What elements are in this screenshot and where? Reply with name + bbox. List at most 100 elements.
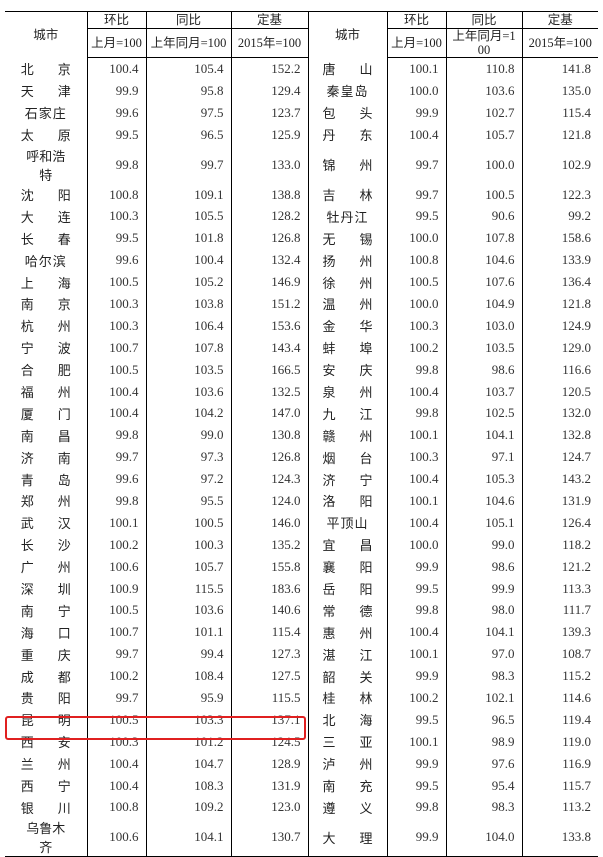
left-base-value: 146.0 (230, 511, 308, 534)
left-mom-value: 100.7 (86, 336, 146, 359)
right-base-value: 111.7 (521, 599, 598, 622)
right-base-value: 121.8 (521, 293, 598, 315)
city-name: 石家庄 (24, 107, 67, 123)
city-name: 金华 (322, 320, 373, 336)
table-row: 哈尔滨 99.6 100.4 132.4 扬州 100.8 104.6 133.9 (5, 249, 598, 272)
right-base-value: 113.2 (521, 796, 598, 819)
right-yoy-value: 96.5 (445, 708, 522, 731)
left-mom-value: 100.5 (86, 358, 146, 381)
city-name: 襄阳 (322, 561, 373, 577)
right-mom-value: 99.5 (386, 577, 446, 600)
left-base-value: 140.6 (230, 599, 308, 622)
city-cell: 合肥 (5, 359, 87, 381)
table-row: 重庆 99.7 99.4 127.3 湛江 100.1 97.0 108.7 (5, 643, 598, 666)
city-name: 洛阳 (322, 495, 373, 511)
right-mom-value: 99.7 (386, 183, 446, 206)
city-cell: 温州 (307, 293, 387, 315)
city-cell: 西宁 (5, 775, 87, 797)
table-row: 沈阳 100.8 109.1 138.8 吉林 99.7 100.5 122.3 (5, 183, 598, 206)
left-base-value: 153.6 (230, 314, 308, 337)
left-yoy-value: 105.5 (145, 205, 231, 228)
right-yoy-value: 105.7 (445, 123, 522, 146)
right-yoy-value: 104.1 (445, 424, 522, 447)
table-row: 南京 100.3 103.8 151.2 温州 100.0 104.9 121.8 (5, 293, 598, 315)
right-base-value: 115.7 (521, 774, 598, 797)
city-name: 兰州 (20, 758, 71, 774)
city-cell: 海口 (5, 621, 87, 643)
city-cell: 南充 (307, 774, 387, 797)
price-index-table: 城市 环比 同比 定基 城市 环比 同比 定基 上月=100 上年同月=100 … (5, 11, 598, 857)
left-yoy-value: 104.7 (145, 752, 231, 775)
left-yoy-value: 115.5 (145, 577, 231, 600)
right-yoy-value: 102.7 (445, 101, 522, 124)
right-yoy-value: 97.6 (445, 752, 522, 775)
right-base-value: 113.3 (521, 577, 598, 600)
city-cell: 成都 (5, 665, 87, 687)
left-yoy-value: 100.5 (145, 511, 231, 534)
right-base-value: 132.0 (521, 402, 598, 425)
left-mom-value: 100.3 (86, 293, 146, 315)
city-name: 上海 (20, 276, 71, 292)
right-mom-value: 99.5 (386, 708, 446, 731)
right-mom-value: 99.9 (386, 752, 446, 775)
city-cell: 泉州 (307, 380, 387, 403)
left-base-value: 124.0 (230, 490, 308, 512)
city-cell: 厦门 (5, 402, 87, 424)
left-mom-value: 100.3 (86, 730, 146, 753)
left-yoy-value: 105.4 (145, 57, 231, 80)
city-name: 银川 (20, 801, 71, 817)
city-name: 哈尔滨 (24, 254, 67, 270)
right-yoy-value: 98.3 (445, 665, 522, 688)
left-base-value: 143.4 (230, 336, 308, 359)
city-cell: 丹东 (307, 123, 387, 146)
left-base-value: 124.3 (230, 468, 308, 491)
left-yoy-value: 107.8 (145, 336, 231, 359)
city-name: 西安 (20, 736, 71, 752)
left-mom-value: 99.6 (86, 249, 146, 272)
left-mom-value: 100.8 (86, 796, 146, 819)
left-mom-value: 99.5 (86, 123, 146, 146)
right-mom-value: 99.8 (386, 402, 446, 425)
city-name: 海口 (20, 626, 71, 642)
right-mom-value: 99.9 (386, 818, 446, 857)
header-yoy-left: 同比 (145, 11, 231, 29)
city-name: 唐山 (322, 63, 373, 79)
left-base-value: 135.2 (230, 533, 308, 556)
left-base-value: 146.9 (230, 271, 308, 294)
right-base-value: 116.9 (521, 752, 598, 775)
city-name: 惠州 (322, 626, 373, 642)
city-name: 成都 (20, 670, 71, 686)
left-mom-value: 100.4 (86, 57, 146, 80)
table-row: 太原 99.5 96.5 125.9 丹东 100.4 105.7 121.8 (5, 123, 598, 146)
right-mom-value: 99.8 (386, 796, 446, 819)
left-yoy-value: 101.1 (145, 621, 231, 644)
city-cell: 昆明 (5, 709, 87, 731)
city-name: 北京 (20, 63, 71, 79)
right-base-value: 119.0 (521, 730, 598, 753)
left-mom-value: 100.8 (86, 183, 146, 206)
left-mom-value: 100.3 (86, 205, 146, 228)
city-cell: 哈尔滨 (5, 249, 87, 271)
right-yoy-value: 102.1 (445, 687, 522, 709)
left-base-value: 130.8 (230, 424, 308, 447)
right-base-value: 133.8 (521, 818, 598, 857)
left-mom-value: 100.4 (86, 752, 146, 775)
table-row: 深圳 100.9 115.5 183.6 岳阳 99.5 99.9 113.3 (5, 577, 598, 600)
table-row: 天津 99.9 95.8 129.4 秦皇岛 100.0 103.6 135.0 (5, 79, 598, 102)
city-cell: 西安 (5, 731, 87, 753)
left-yoy-value: 97.5 (145, 101, 231, 124)
right-base-value: 124.9 (521, 314, 598, 337)
city-cell: 沈阳 (5, 184, 87, 206)
city-name: 遵义 (322, 801, 373, 817)
right-base-value: 120.5 (521, 380, 598, 403)
left-yoy-value: 99.4 (145, 643, 231, 666)
city-cell: 杭州 (5, 315, 87, 337)
right-yoy-value: 98.6 (445, 358, 522, 381)
table-row: 贵阳 99.7 95.9 115.5 桂林 100.2 102.1 114.6 (5, 687, 598, 709)
city-cell: 平顶山 (307, 511, 387, 534)
left-mom-value: 99.7 (86, 643, 146, 666)
right-mom-value: 100.0 (386, 227, 446, 250)
left-yoy-value: 108.4 (145, 665, 231, 688)
table-row: 西宁 100.4 108.3 131.9 南充 99.5 95.4 115.7 (5, 774, 598, 797)
left-base-value: 132.4 (230, 249, 308, 272)
